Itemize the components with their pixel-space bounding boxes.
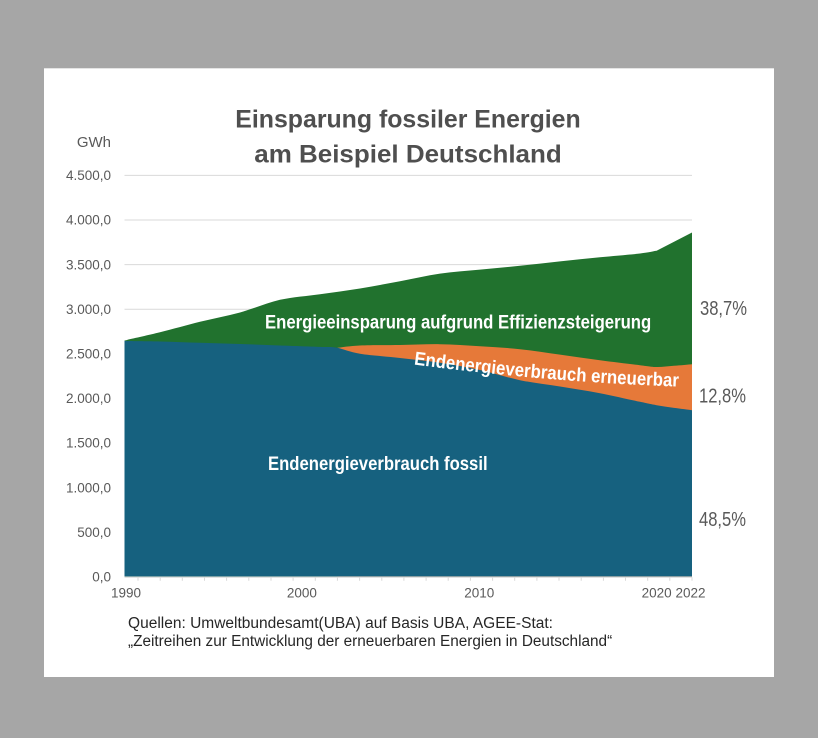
svg-text:2000: 2000: [287, 586, 317, 601]
svg-text:GWh: GWh: [77, 134, 111, 151]
svg-text:am Beispiel Deutschland: am Beispiel Deutschland: [254, 141, 562, 169]
svg-text:3.500,0: 3.500,0: [66, 257, 111, 272]
svg-text:Einsparung fossiler Energien: Einsparung fossiler Energien: [235, 106, 580, 134]
svg-text:Quellen: Umweltbundesamt(UBA): Quellen: Umweltbundesamt(UBA) auf Basis …: [128, 615, 553, 632]
svg-text:2010: 2010: [464, 586, 494, 601]
svg-text:48,5%: 48,5%: [699, 509, 746, 531]
svg-text:4.000,0: 4.000,0: [66, 213, 111, 228]
svg-text:2.500,0: 2.500,0: [66, 347, 111, 362]
svg-text:2020: 2020: [642, 586, 672, 601]
svg-text:500,0: 500,0: [77, 525, 111, 540]
svg-text:1990: 1990: [111, 586, 141, 601]
svg-text:1.000,0: 1.000,0: [66, 480, 111, 495]
svg-text:4.500,0: 4.500,0: [66, 168, 111, 183]
svg-text:12,8%: 12,8%: [699, 385, 746, 407]
svg-text:2022: 2022: [675, 586, 705, 601]
svg-text:3.000,0: 3.000,0: [66, 302, 111, 317]
svg-text:1.500,0: 1.500,0: [66, 436, 111, 451]
svg-text:38,7%: 38,7%: [700, 298, 747, 320]
svg-text:Energieeinsparung aufgrund Eff: Energieeinsparung aufgrund Effizienzstei…: [265, 313, 651, 334]
svg-text:0,0: 0,0: [92, 570, 111, 585]
svg-text:„Zeitreihen zur Entwicklung de: „Zeitreihen zur Entwicklung der erneuerb…: [128, 633, 612, 650]
svg-text:2.000,0: 2.000,0: [66, 391, 111, 406]
svg-text:Endenergieverbrauch fossil: Endenergieverbrauch fossil: [268, 454, 488, 475]
